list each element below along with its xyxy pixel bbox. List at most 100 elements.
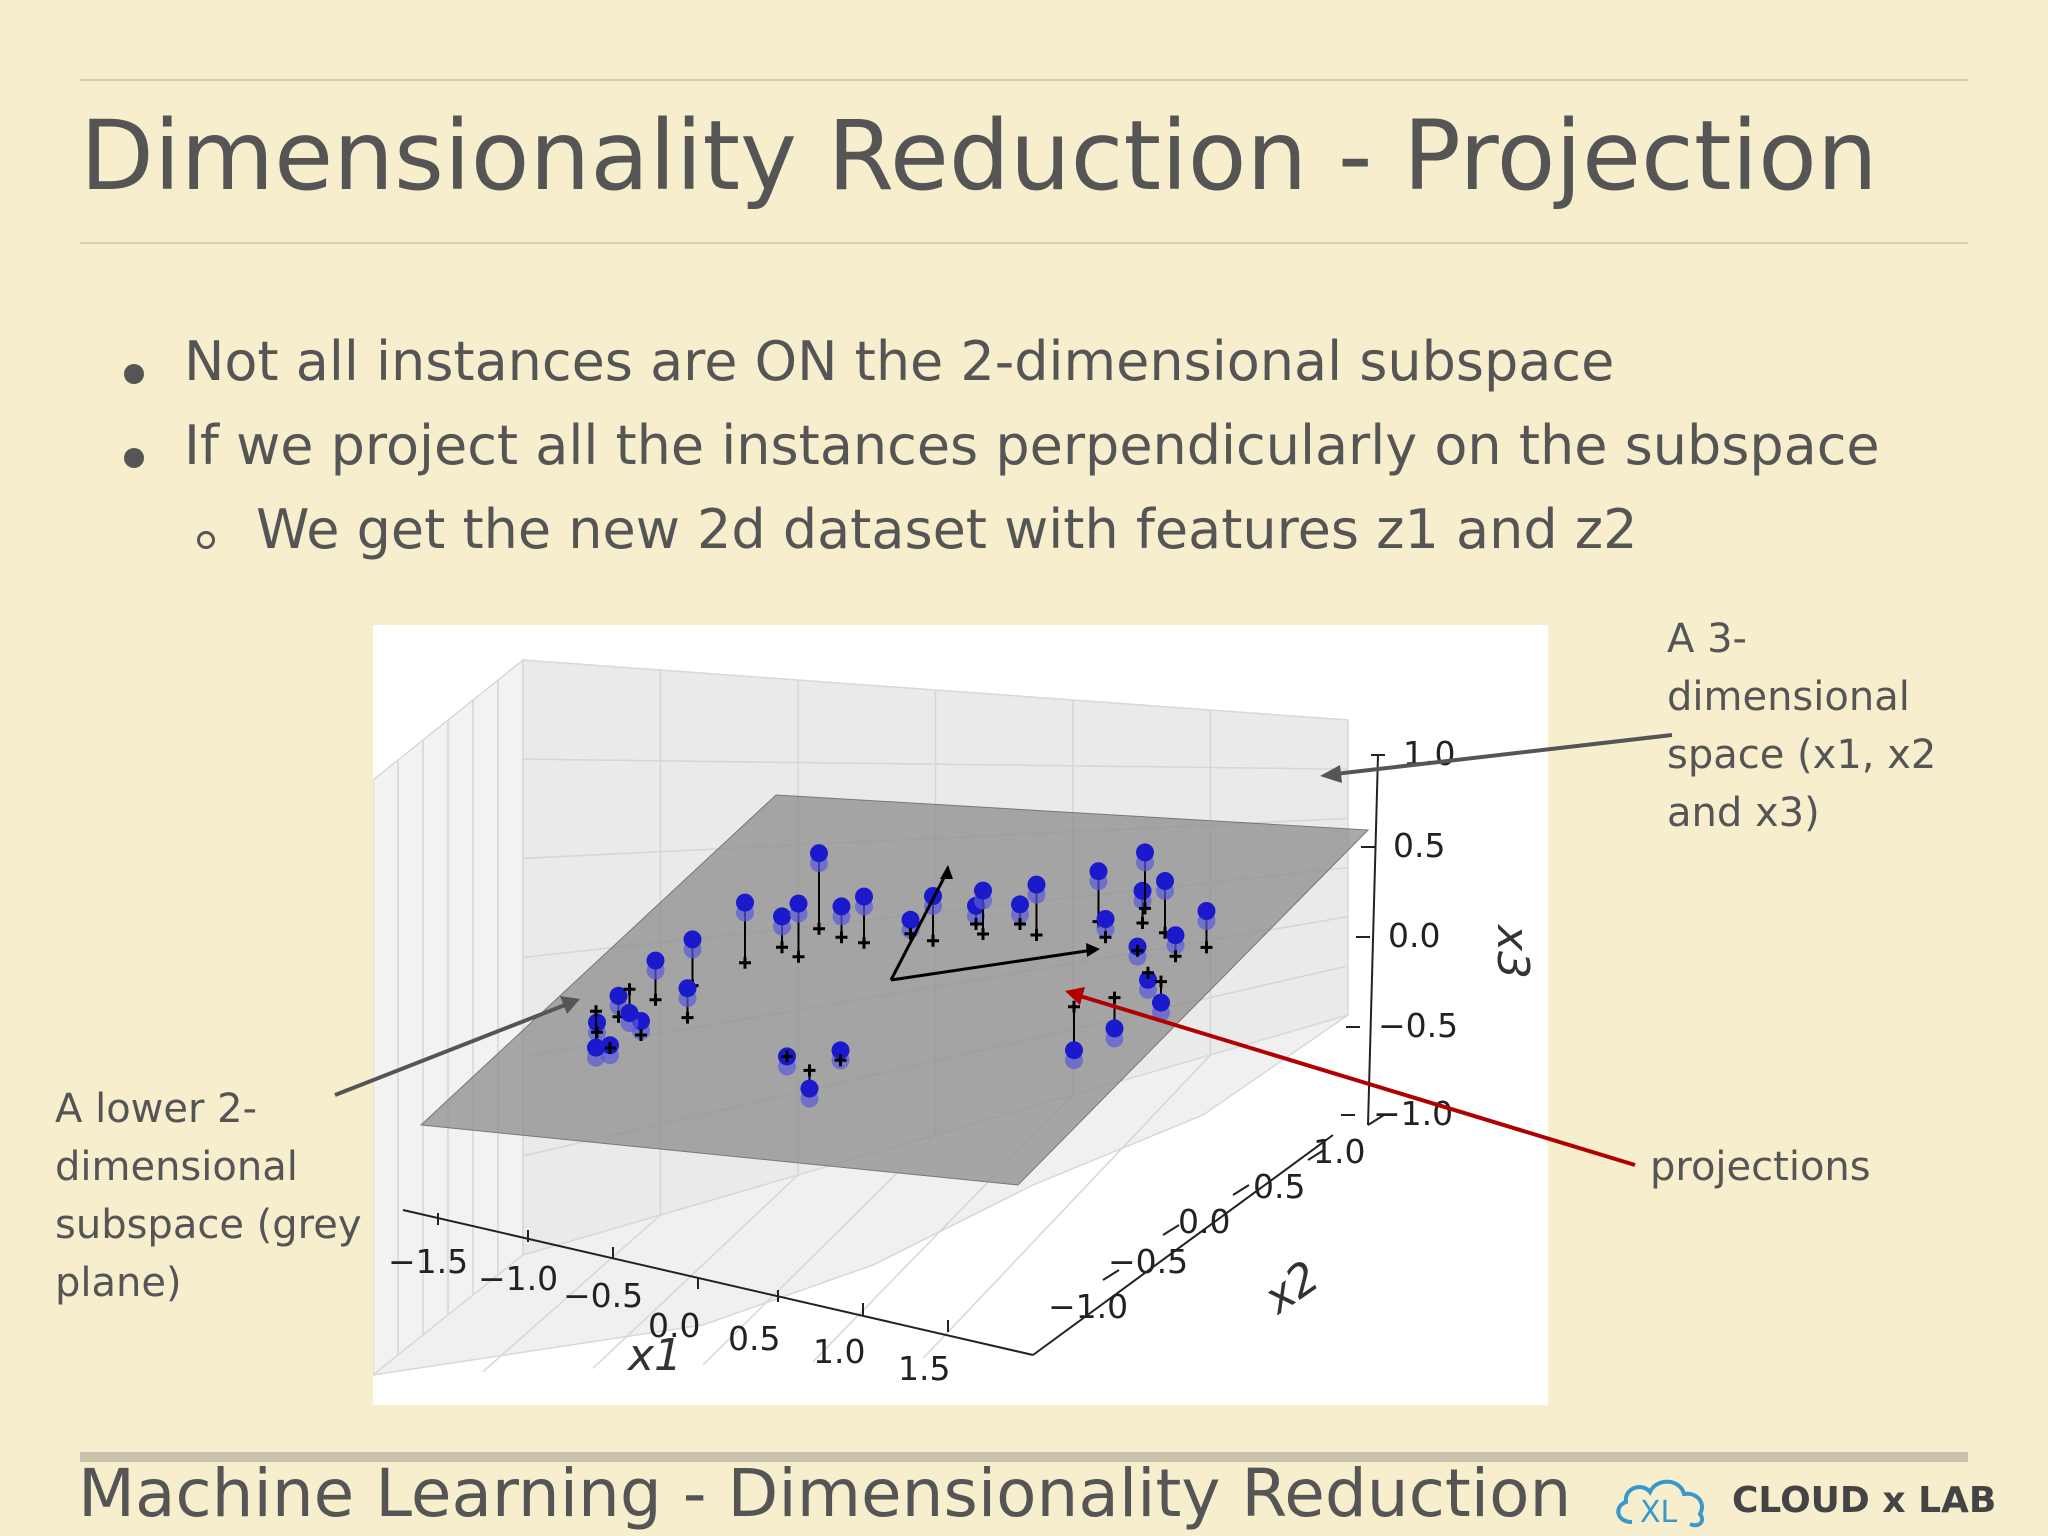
data-point — [1136, 843, 1154, 862]
projected-point — [927, 934, 939, 947]
data-point — [683, 930, 702, 949]
grid-line — [702, 1134, 937, 1366]
slide-title: Dimensionality Reduction - Projection — [80, 100, 1878, 212]
data-point — [1156, 872, 1174, 890]
cloud-logo-icon: XL — [1616, 1479, 1705, 1530]
bullet-dot-icon — [124, 448, 144, 468]
logo-mark: XL — [1640, 1495, 1678, 1530]
projected-point — [1014, 918, 1026, 930]
data-point — [736, 893, 754, 912]
x2-axis-label: x2 — [1253, 1251, 1328, 1325]
bullet-dot-icon — [124, 364, 144, 384]
data-point — [1139, 970, 1157, 989]
projected-point — [858, 936, 870, 949]
data-point — [1027, 875, 1046, 894]
projected-point — [1099, 931, 1112, 944]
x1-tick-label: −1.5 — [388, 1242, 468, 1281]
projected-point — [835, 931, 848, 944]
data-point — [1011, 895, 1029, 914]
data-point — [800, 1079, 819, 1098]
projected-point — [1139, 902, 1151, 915]
projected-point — [681, 1011, 694, 1024]
x2-tick-label: −0.5 — [1108, 1242, 1188, 1281]
data-point — [789, 894, 808, 913]
annotation-line: plane) — [55, 1260, 182, 1306]
projected-point — [977, 928, 989, 940]
bullet-item: If we project all the instances perpendi… — [184, 414, 1880, 477]
arrowhead-icon — [940, 865, 953, 879]
projected-point — [1155, 975, 1167, 988]
sub-bullet-circle-icon — [197, 531, 215, 549]
x3-tick-label: 0.5 — [1393, 826, 1445, 865]
x1-tick-label: 0.0 — [648, 1306, 700, 1345]
annotation-line: dimensional — [1667, 674, 1910, 720]
x1-axis-label: x1 — [626, 1330, 682, 1381]
projected-point — [1142, 966, 1154, 979]
x2-tick-label: 0.0 — [1178, 1202, 1230, 1241]
x3-axis-line — [1367, 754, 1379, 1126]
x1-tick-label: −1.0 — [478, 1259, 558, 1298]
projected-point — [970, 918, 982, 930]
x1-tick-label: 0.5 — [728, 1319, 780, 1358]
projected-point — [623, 983, 636, 996]
annotation-3d-space: A 3- dimensional space (x1, x2 and x3) — [1667, 610, 1936, 842]
projected-point — [1136, 917, 1149, 929]
x1-tick-label: −0.5 — [563, 1276, 643, 1315]
annotation-2d-subspace: A lower 2- dimensional subspace (grey pl… — [55, 1080, 361, 1312]
sub-bullet-item: We get the new 2d dataset with features … — [256, 498, 1638, 561]
projected-point — [739, 956, 751, 969]
annotation-line: A lower 2- — [55, 1086, 258, 1132]
projected-point — [649, 993, 662, 1006]
footer-rule — [80, 1452, 1968, 1462]
data-point — [1089, 862, 1108, 881]
bullet-item: Not all instances are ON the 2-dimension… — [184, 330, 1615, 393]
data-point — [1105, 1019, 1124, 1038]
x3-tick-label: 0.0 — [1388, 916, 1440, 955]
x2-tick-label: 1.0 — [1313, 1132, 1365, 1171]
basis-vector-z1 — [889, 869, 950, 981]
data-point — [1166, 926, 1185, 945]
annotation-line: and x3) — [1667, 790, 1820, 836]
projected-point — [1169, 950, 1182, 963]
cloudxlab-logo: XL CLOUD x LAB — [1610, 1472, 1996, 1532]
data-point — [678, 979, 697, 998]
grid-line — [592, 1174, 799, 1369]
projected-point — [1131, 944, 1144, 957]
annotation-line: space (x1, x2 — [1667, 732, 1937, 778]
x3-tick-label: 1.0 — [1403, 734, 1455, 773]
projected-point — [792, 950, 805, 963]
data-points — [587, 843, 1216, 1108]
data-point — [901, 910, 920, 929]
projected-point — [1200, 941, 1213, 954]
subspace-plane — [419, 794, 1370, 1186]
x3-axis-label: x3 — [1487, 923, 1538, 979]
data-point — [855, 887, 873, 906]
title-bottom-rule — [80, 242, 1968, 244]
x1-tick-label: 1.0 — [813, 1332, 865, 1371]
data-point — [773, 907, 791, 926]
x3-tick-label: −1.0 — [1373, 1094, 1453, 1133]
data-point — [832, 897, 851, 916]
projected-point — [1030, 929, 1043, 941]
data-point — [1133, 881, 1152, 900]
annotation-projections: projections — [1650, 1144, 1871, 1190]
data-point — [1096, 910, 1115, 928]
data-point — [1152, 993, 1170, 1012]
basis-vector-z2 — [890, 948, 1094, 982]
projected-point — [813, 922, 825, 935]
annotation-line: subspace (grey — [55, 1202, 362, 1248]
x3-tick-label: −0.5 — [1378, 1006, 1458, 1045]
data-point — [620, 1004, 639, 1022]
projected-point — [590, 1005, 602, 1018]
projected-point — [834, 1054, 847, 1067]
x2-tick — [1162, 1224, 1180, 1236]
projected-point — [604, 1042, 616, 1054]
x2-tick — [1102, 1269, 1120, 1281]
title-top-rule — [80, 79, 1968, 81]
data-point — [1065, 1041, 1083, 1060]
logo-text: CLOUD x LAB — [1732, 1480, 1997, 1521]
arrowhead-icon — [1086, 943, 1100, 957]
x2-tick-label: −1.0 — [1048, 1287, 1128, 1326]
projected-point — [781, 1050, 793, 1063]
